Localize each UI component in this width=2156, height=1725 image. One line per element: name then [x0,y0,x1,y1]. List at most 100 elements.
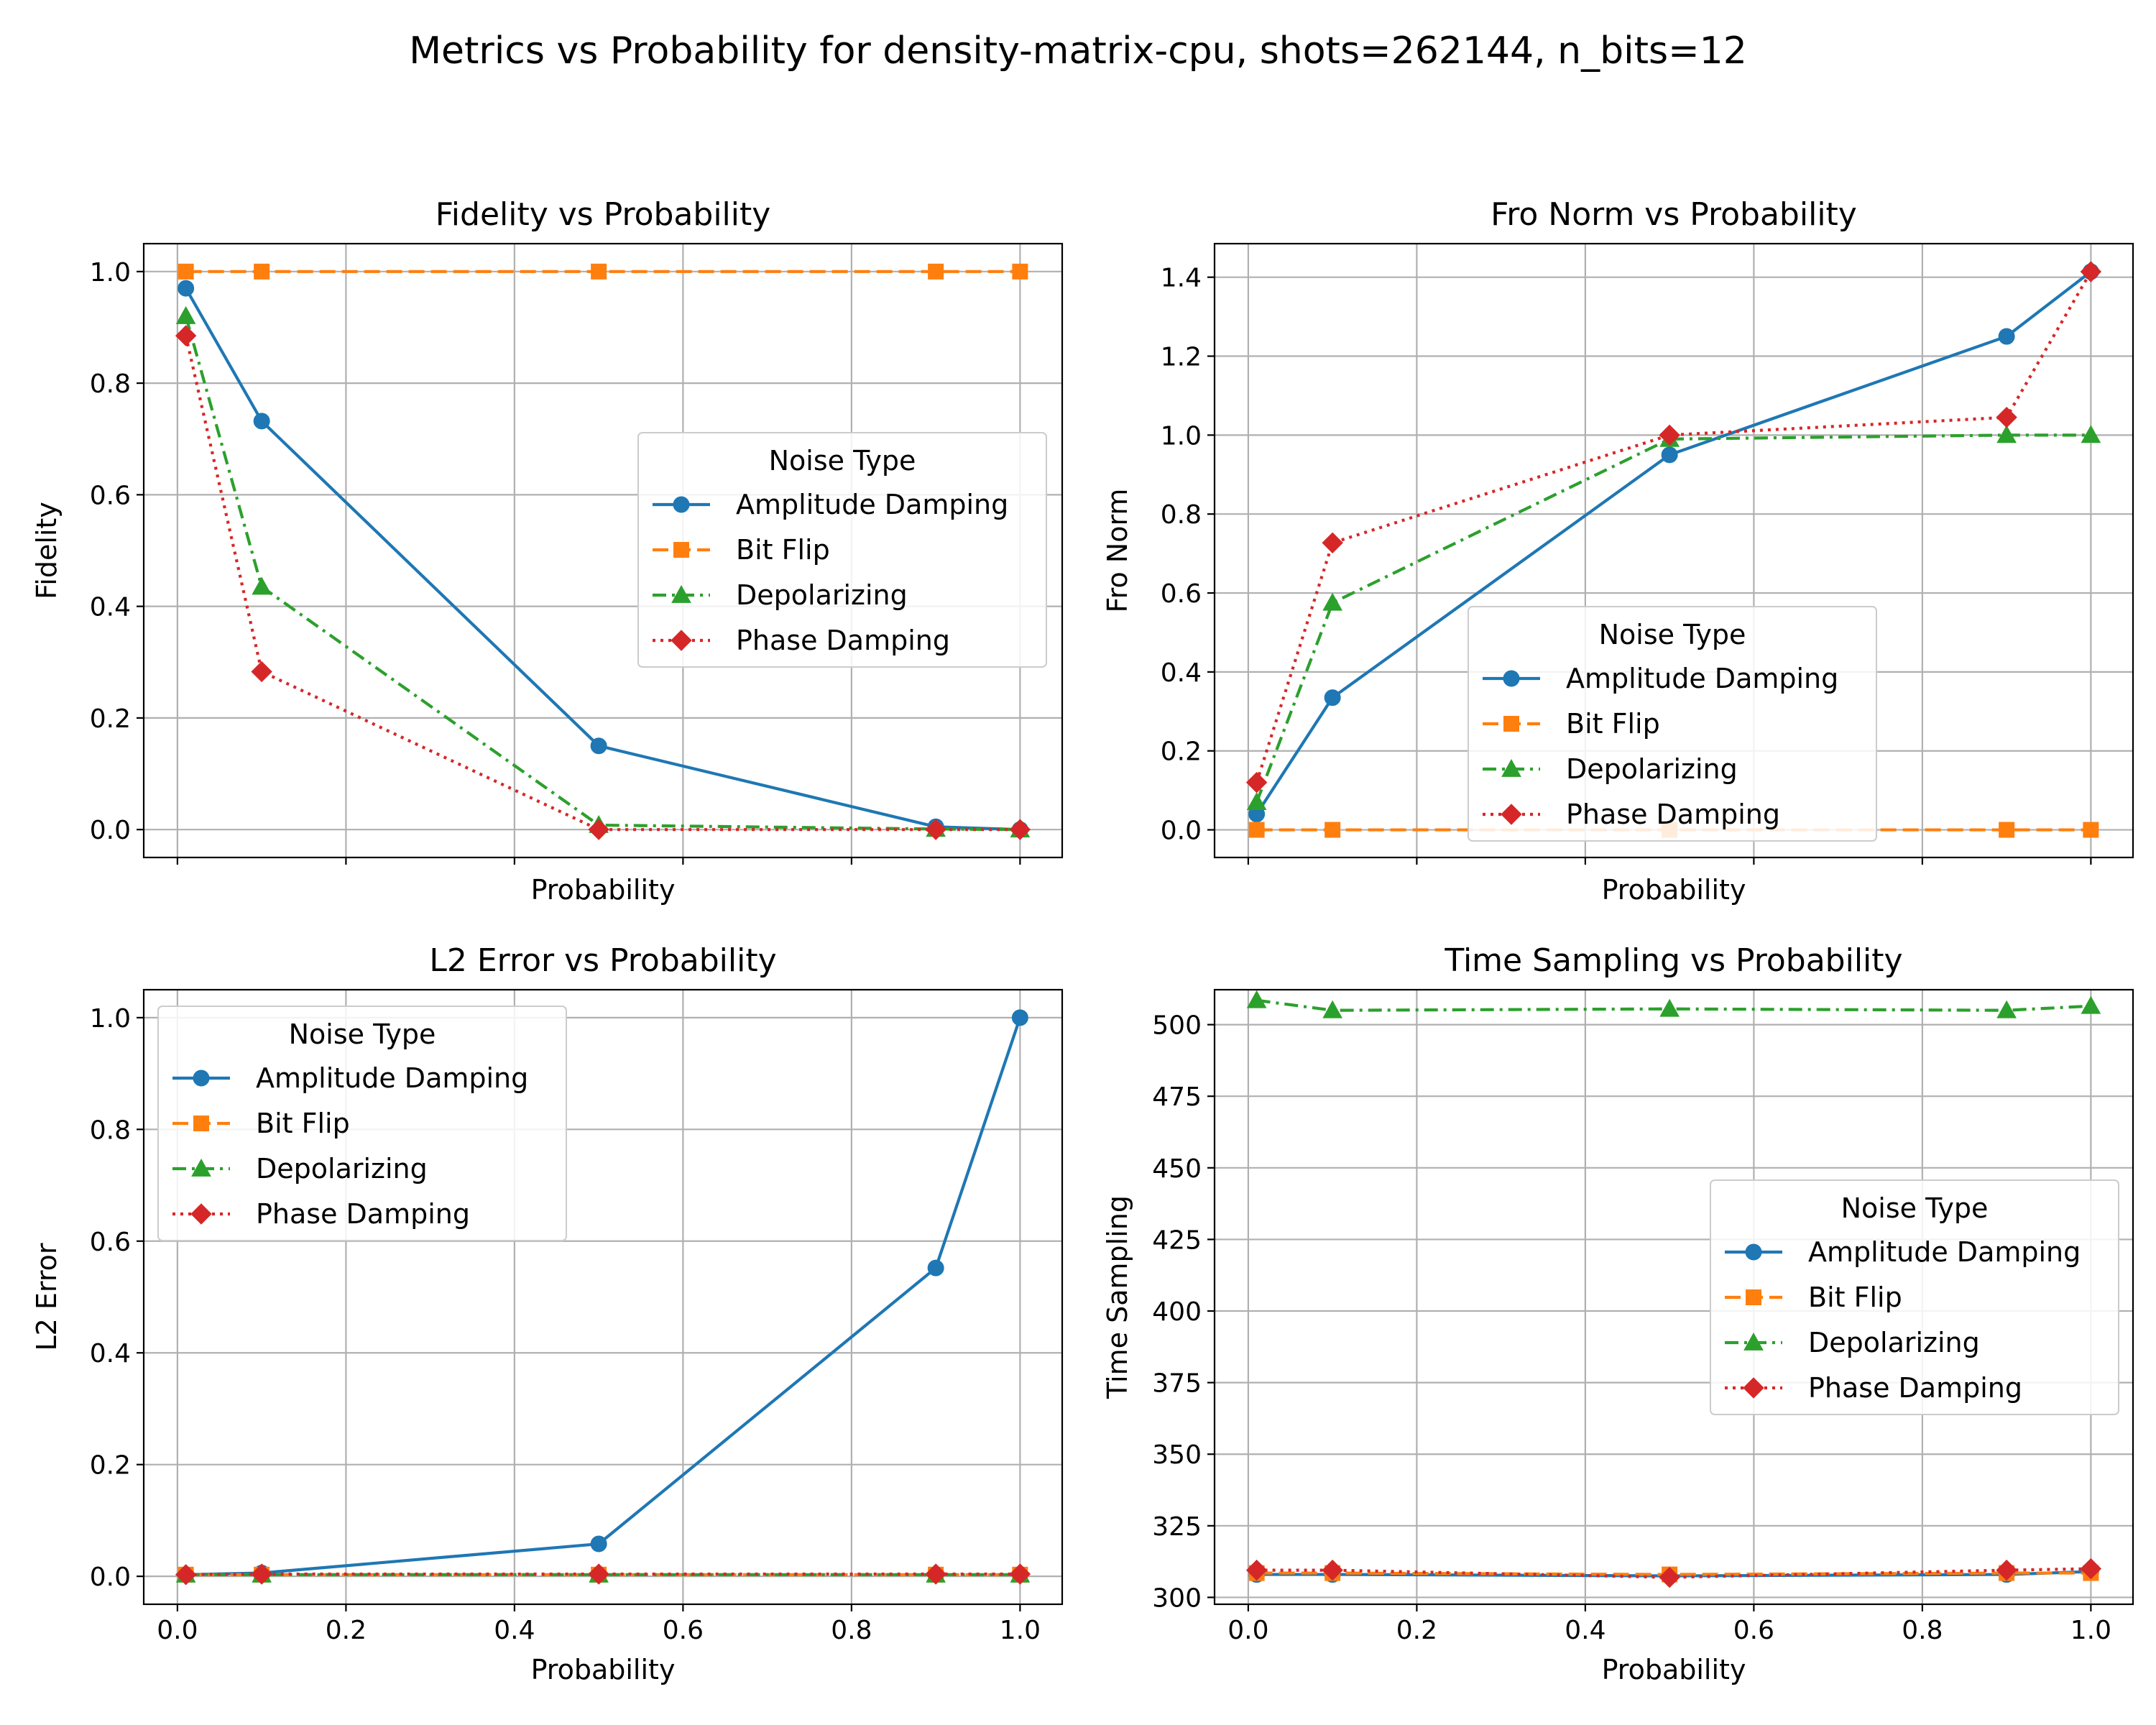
y-tick-label: 0.2 [90,1451,131,1481]
data-point-depolarizing [1322,1000,1342,1018]
data-point-phase-damping [1659,424,1680,446]
series-line-phase-damping [184,335,1021,832]
legend: Noise Type Amplitude Damping Bit Flip Depol… [637,432,1047,668]
data-point-amplitude-damping [927,1259,944,1276]
data-point-phase-damping [175,325,197,346]
panel-title: Fro Norm vs Probability [1491,196,1857,233]
x-tick-label: 0.4 [494,1616,535,1645]
legend-marker-amplitude-damping [673,496,690,513]
data-point-phase-damping [1996,406,2017,428]
x-tick-label: 1.0 [2070,1616,2111,1645]
x-axis-label: Probability [1602,874,1746,906]
legend: Noise Type Amplitude Damping Bit Flip Depol… [157,1006,567,1241]
legend-box [1468,606,1877,842]
data-point-phase-damping [1009,1563,1031,1585]
data-point-bit-flip [254,263,270,280]
data-point-depolarizing [252,576,272,595]
legend-marker-depolarizing [1501,758,1521,777]
y-tick-label: 0.2 [1161,737,1202,767]
legend-marker-depolarizing [671,584,691,603]
y-tick-label: 1.0 [1161,421,1202,451]
legend-marker-phase-damping [1501,804,1522,825]
legend: Noise Type Amplitude Damping Bit Flip Depol… [1710,1179,2119,1415]
plot-area [175,1009,1031,1586]
y-tick-label: 500 [1152,1011,1202,1041]
data-point-depolarizing [1246,792,1267,811]
panel-title: L2 Error vs Probability [429,942,776,979]
y-axis-label: Time Sampling [1102,1195,1133,1399]
plot-frame [142,988,1064,1606]
y-tick-label: 1.0 [90,258,131,288]
legend: Noise Type Amplitude Damping Bit Flip Depol… [1468,606,1877,842]
data-point-amplitude-damping [178,280,195,297]
legend-marker-phase-damping [671,630,692,651]
panel-fro-norm: 0.0 0.2 0.4 0.6 0.8 1.0 1.2 1.4 Fro Norm vs Prob… [1102,196,2134,906]
legend-title: Noise Type [769,445,916,477]
y-tick-label: 0.6 [1161,579,1202,609]
chart-panels: 0.0 0.2 0.4 0.6 0.8 1.0 Fidelity vs Probabilit… [31,196,2134,1685]
data-point-depolarizing [1996,1000,2017,1018]
x-tick-label: 1.0 [1000,1616,1041,1645]
y-tick-label: 0.0 [90,1563,131,1592]
legend-label-depolarizing: Depolarizing [256,1153,428,1184]
panel-time-sampling: 0.0 0.2 0.4 0.6 0.8 1.0 300 325 350 375 400 425 450 4… [1102,942,2134,1685]
data-point-bit-flip [1248,822,1265,838]
x-tick-label: 0.6 [663,1616,704,1645]
y-tick-label: 450 [1152,1154,1202,1184]
x-tick-label: 0.2 [1396,1616,1437,1645]
data-point-phase-damping [588,1563,609,1585]
data-point-phase-damping [1009,819,1031,840]
data-point-phase-damping [175,1564,197,1586]
data-point-bit-flip [1012,263,1028,280]
data-point-bit-flip [928,263,944,280]
data-point-phase-damping [1996,1559,2017,1581]
data-point-depolarizing [2081,425,2101,443]
panel-fidelity: 0.0 0.2 0.4 0.6 0.8 1.0 Fidelity vs Probabilit… [31,196,1064,906]
data-point-phase-damping [2080,261,2102,282]
legend-marker-bit-flip [1746,1289,1761,1305]
y-tick-label: 0.0 [90,816,131,845]
y-tick-label: 375 [1152,1369,1202,1399]
data-point-phase-damping [2080,1558,2102,1580]
y-axis-label: Fidelity [31,502,63,599]
legend-marker-bit-flip [673,542,689,558]
data-point-depolarizing [1659,998,1680,1017]
x-tick-label: 0.0 [1227,1616,1268,1645]
y-axis-label: L2 Error [31,1243,63,1351]
data-point-amplitude-damping [1661,446,1678,464]
plot-frame [1213,988,2134,1606]
panel-title: Time Sampling vs Probability [1444,942,1902,979]
legend-marker-amplitude-damping [1503,670,1520,687]
data-point-depolarizing [1246,990,1267,1008]
legend-label-phase-damping: Phase Damping [736,625,950,656]
legend-marker-depolarizing [1743,1332,1764,1351]
y-tick-label: 1.0 [90,1004,131,1034]
legend-label-phase-damping: Phase Damping [256,1198,470,1230]
y-tick-label: 0.2 [90,704,131,734]
data-point-depolarizing [1996,425,2017,443]
legend-label-depolarizing: Depolarizing [1808,1327,1980,1358]
y-tick-label: 0.8 [90,369,131,399]
legend-label-depolarizing: Depolarizing [736,579,908,611]
y-tick-label: 0.4 [90,593,131,622]
y-tick-label: 400 [1152,1297,1202,1327]
y-tick-label: 425 [1152,1225,1202,1255]
x-axis-label: Probability [531,874,676,906]
panel-title: Fidelity vs Probability [436,196,771,233]
data-point-phase-damping [251,1563,272,1585]
series-line-depolarizing [1255,433,2091,803]
data-point-phase-damping [925,1563,946,1585]
data-point-amplitude-damping [1324,689,1341,707]
legend-label-bit-flip: Bit Flip [1808,1282,1902,1313]
data-point-depolarizing [175,305,196,324]
legend-label-bit-flip: Bit Flip [736,534,830,566]
series-line-phase-damping [1255,270,2093,783]
data-point-amplitude-damping [590,737,607,755]
legend-label-phase-damping: Phase Damping [1566,799,1780,830]
y-tick-label: 325 [1152,1512,1202,1542]
panel-l2-error: 0.0 0.2 0.4 0.6 0.8 1.0 0.0 0.2 0.4 0.6 0.8 1.0 L2 E… [31,942,1064,1685]
legend-title: Noise Type [1841,1192,1989,1224]
data-point-bit-flip [178,263,194,280]
data-point-phase-damping [1322,1559,1343,1581]
